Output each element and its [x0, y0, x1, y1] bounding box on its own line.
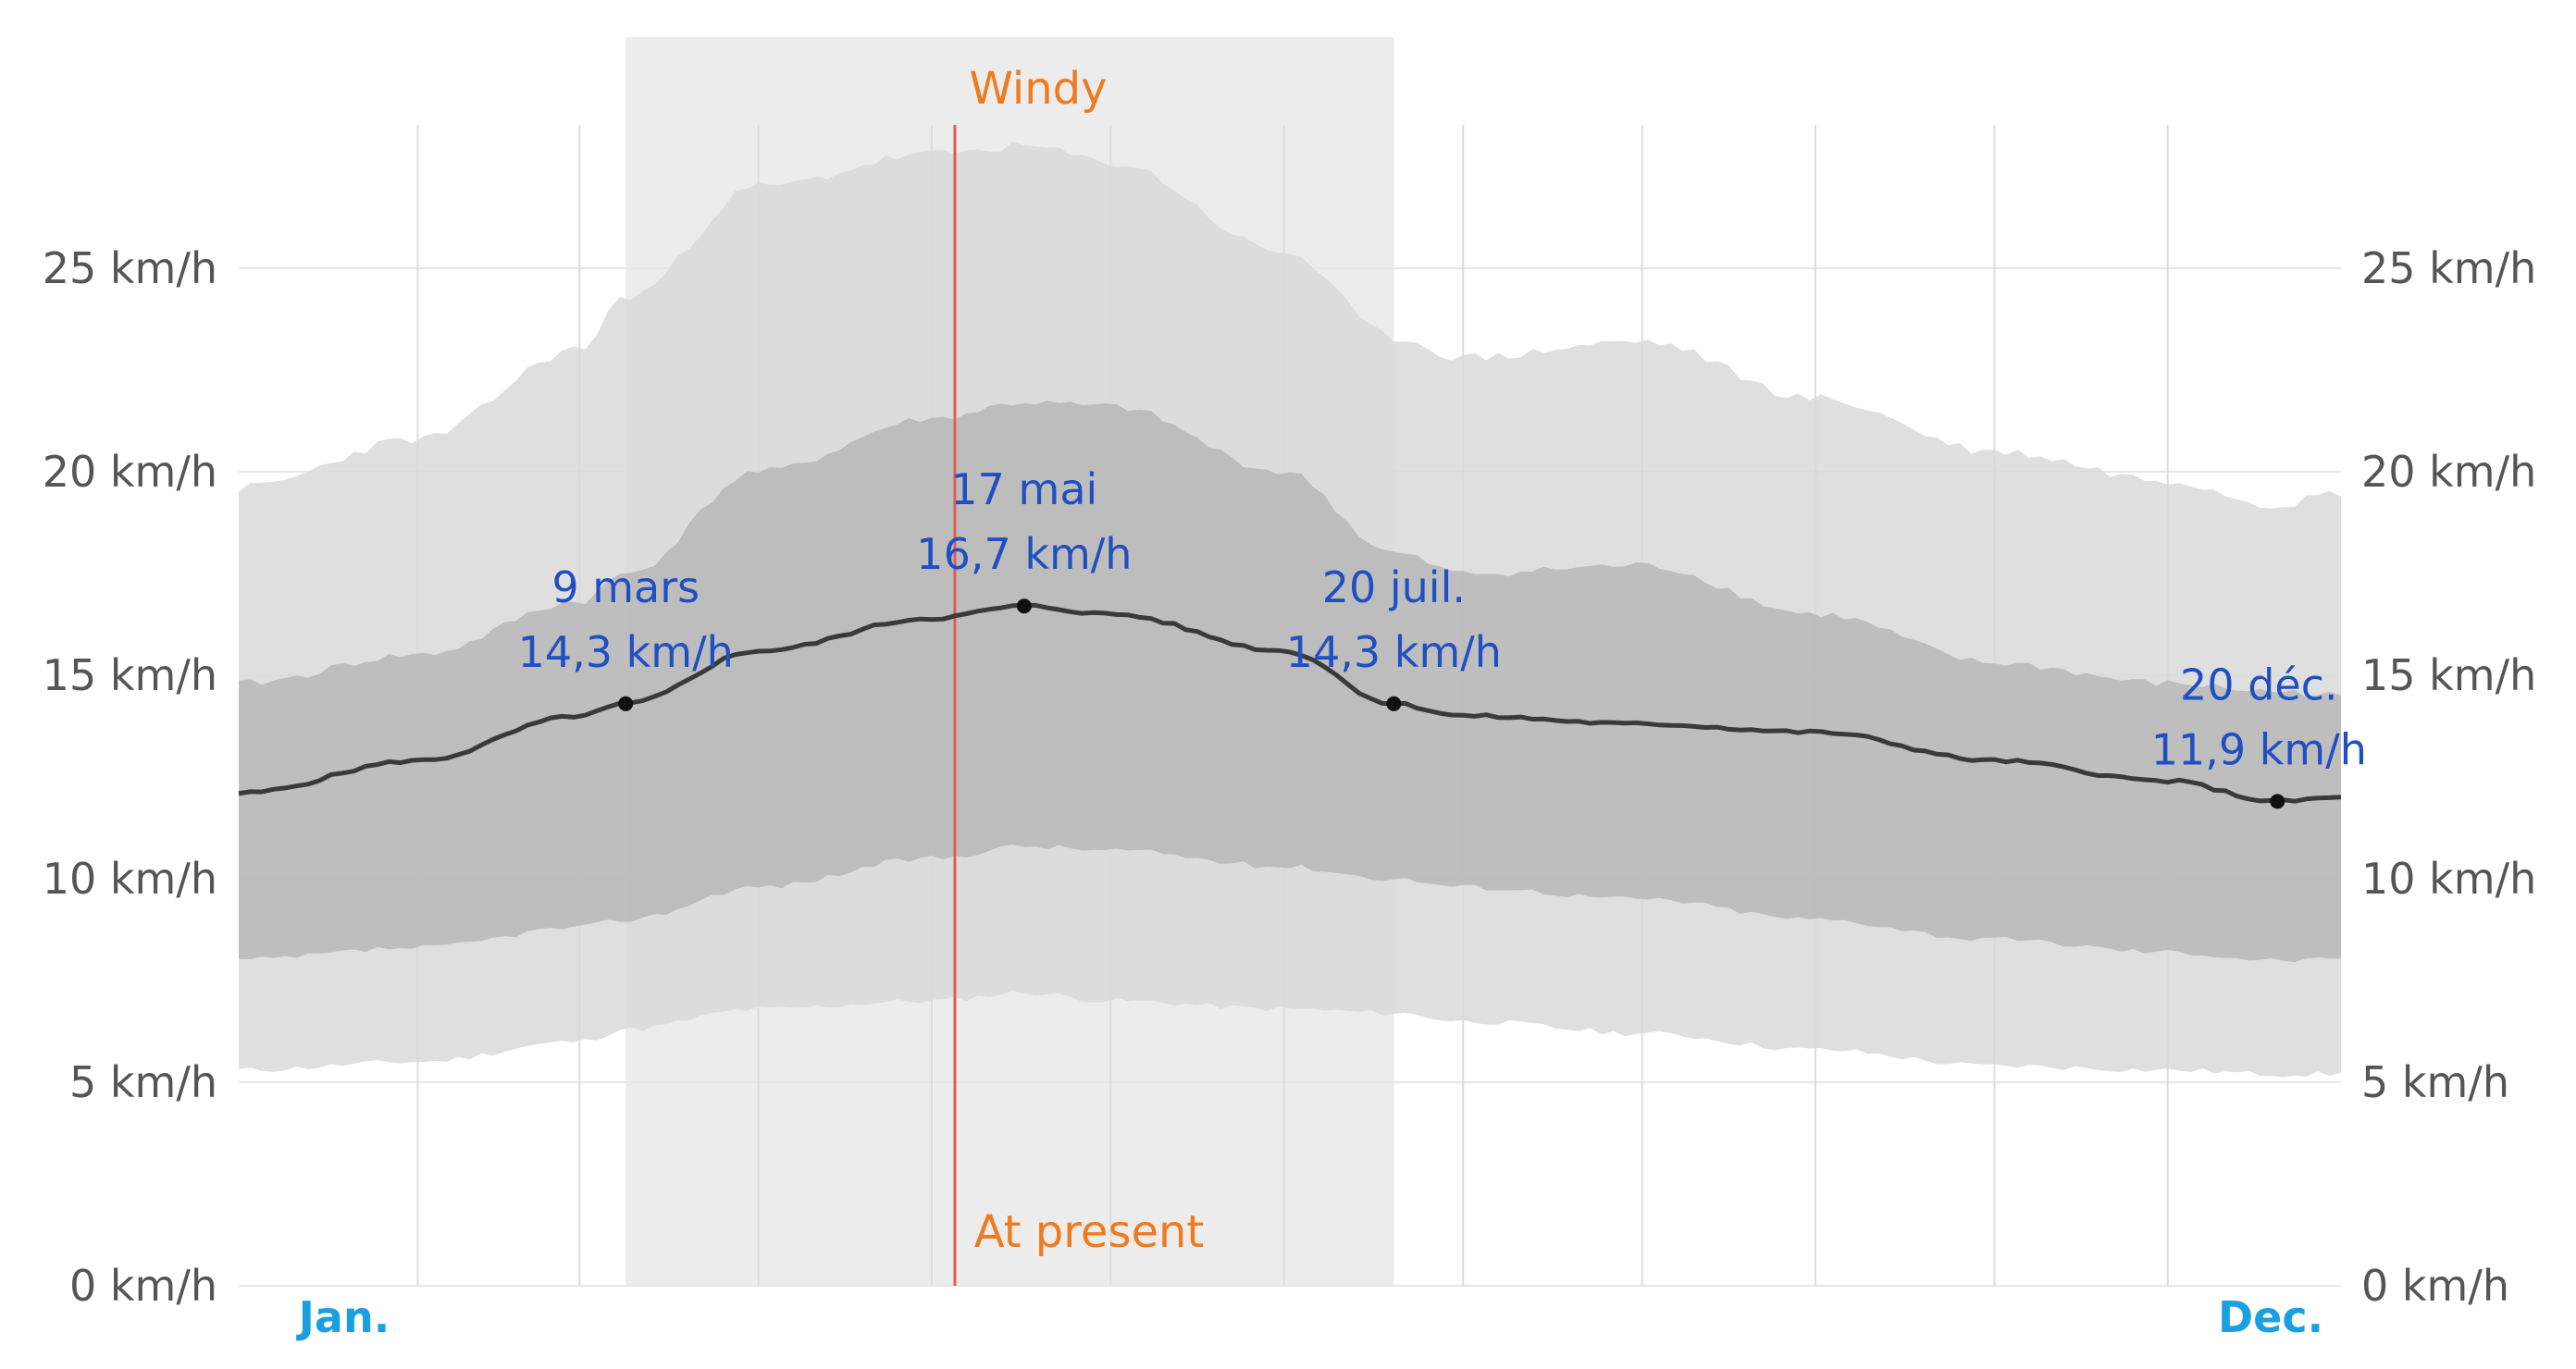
annotation-date: 20 déc. — [2180, 660, 2338, 709]
annotation-point — [1386, 696, 1402, 711]
annotation-point — [1016, 598, 1032, 614]
y-tick-right: 15 km/h — [2361, 650, 2536, 700]
present-label: At present — [974, 1206, 1205, 1258]
annotation-value: 16,7 km/h — [916, 529, 1132, 579]
y-tick-right: 25 km/h — [2361, 243, 2536, 293]
season-label: Windy — [969, 63, 1107, 115]
annotation-date: 9 mars — [551, 562, 700, 612]
y-tick-left: 25 km/h — [43, 243, 217, 293]
y-tick-right: 20 km/h — [2361, 447, 2536, 497]
annotation-value: 14,3 km/h — [518, 627, 734, 677]
y-tick-left: 20 km/h — [43, 447, 217, 497]
annotation-date: 20 juil. — [1322, 562, 1466, 612]
y-tick-right: 10 km/h — [2361, 854, 2536, 904]
y-tick-right: 0 km/h — [2361, 1261, 2509, 1311]
annotation-point — [2270, 794, 2285, 809]
band-25-75-percentile — [239, 401, 2341, 963]
x-label-end: Dec. — [2218, 1292, 2323, 1342]
y-tick-left: 10 km/h — [43, 854, 217, 904]
annotation-value: 11,9 km/h — [2151, 724, 2367, 774]
x-label-start: Jan. — [296, 1292, 390, 1342]
y-tick-left: 0 km/h — [69, 1261, 217, 1311]
y-tick-left: 5 km/h — [69, 1057, 217, 1107]
y-tick-right: 5 km/h — [2361, 1057, 2509, 1107]
y-tick-left: 15 km/h — [43, 650, 217, 700]
annotation-point — [618, 696, 634, 711]
annotation-value: 14,3 km/h — [1286, 627, 1502, 677]
annotation-date: 17 mai — [950, 464, 1097, 514]
average-wind-line — [238, 602, 2342, 804]
